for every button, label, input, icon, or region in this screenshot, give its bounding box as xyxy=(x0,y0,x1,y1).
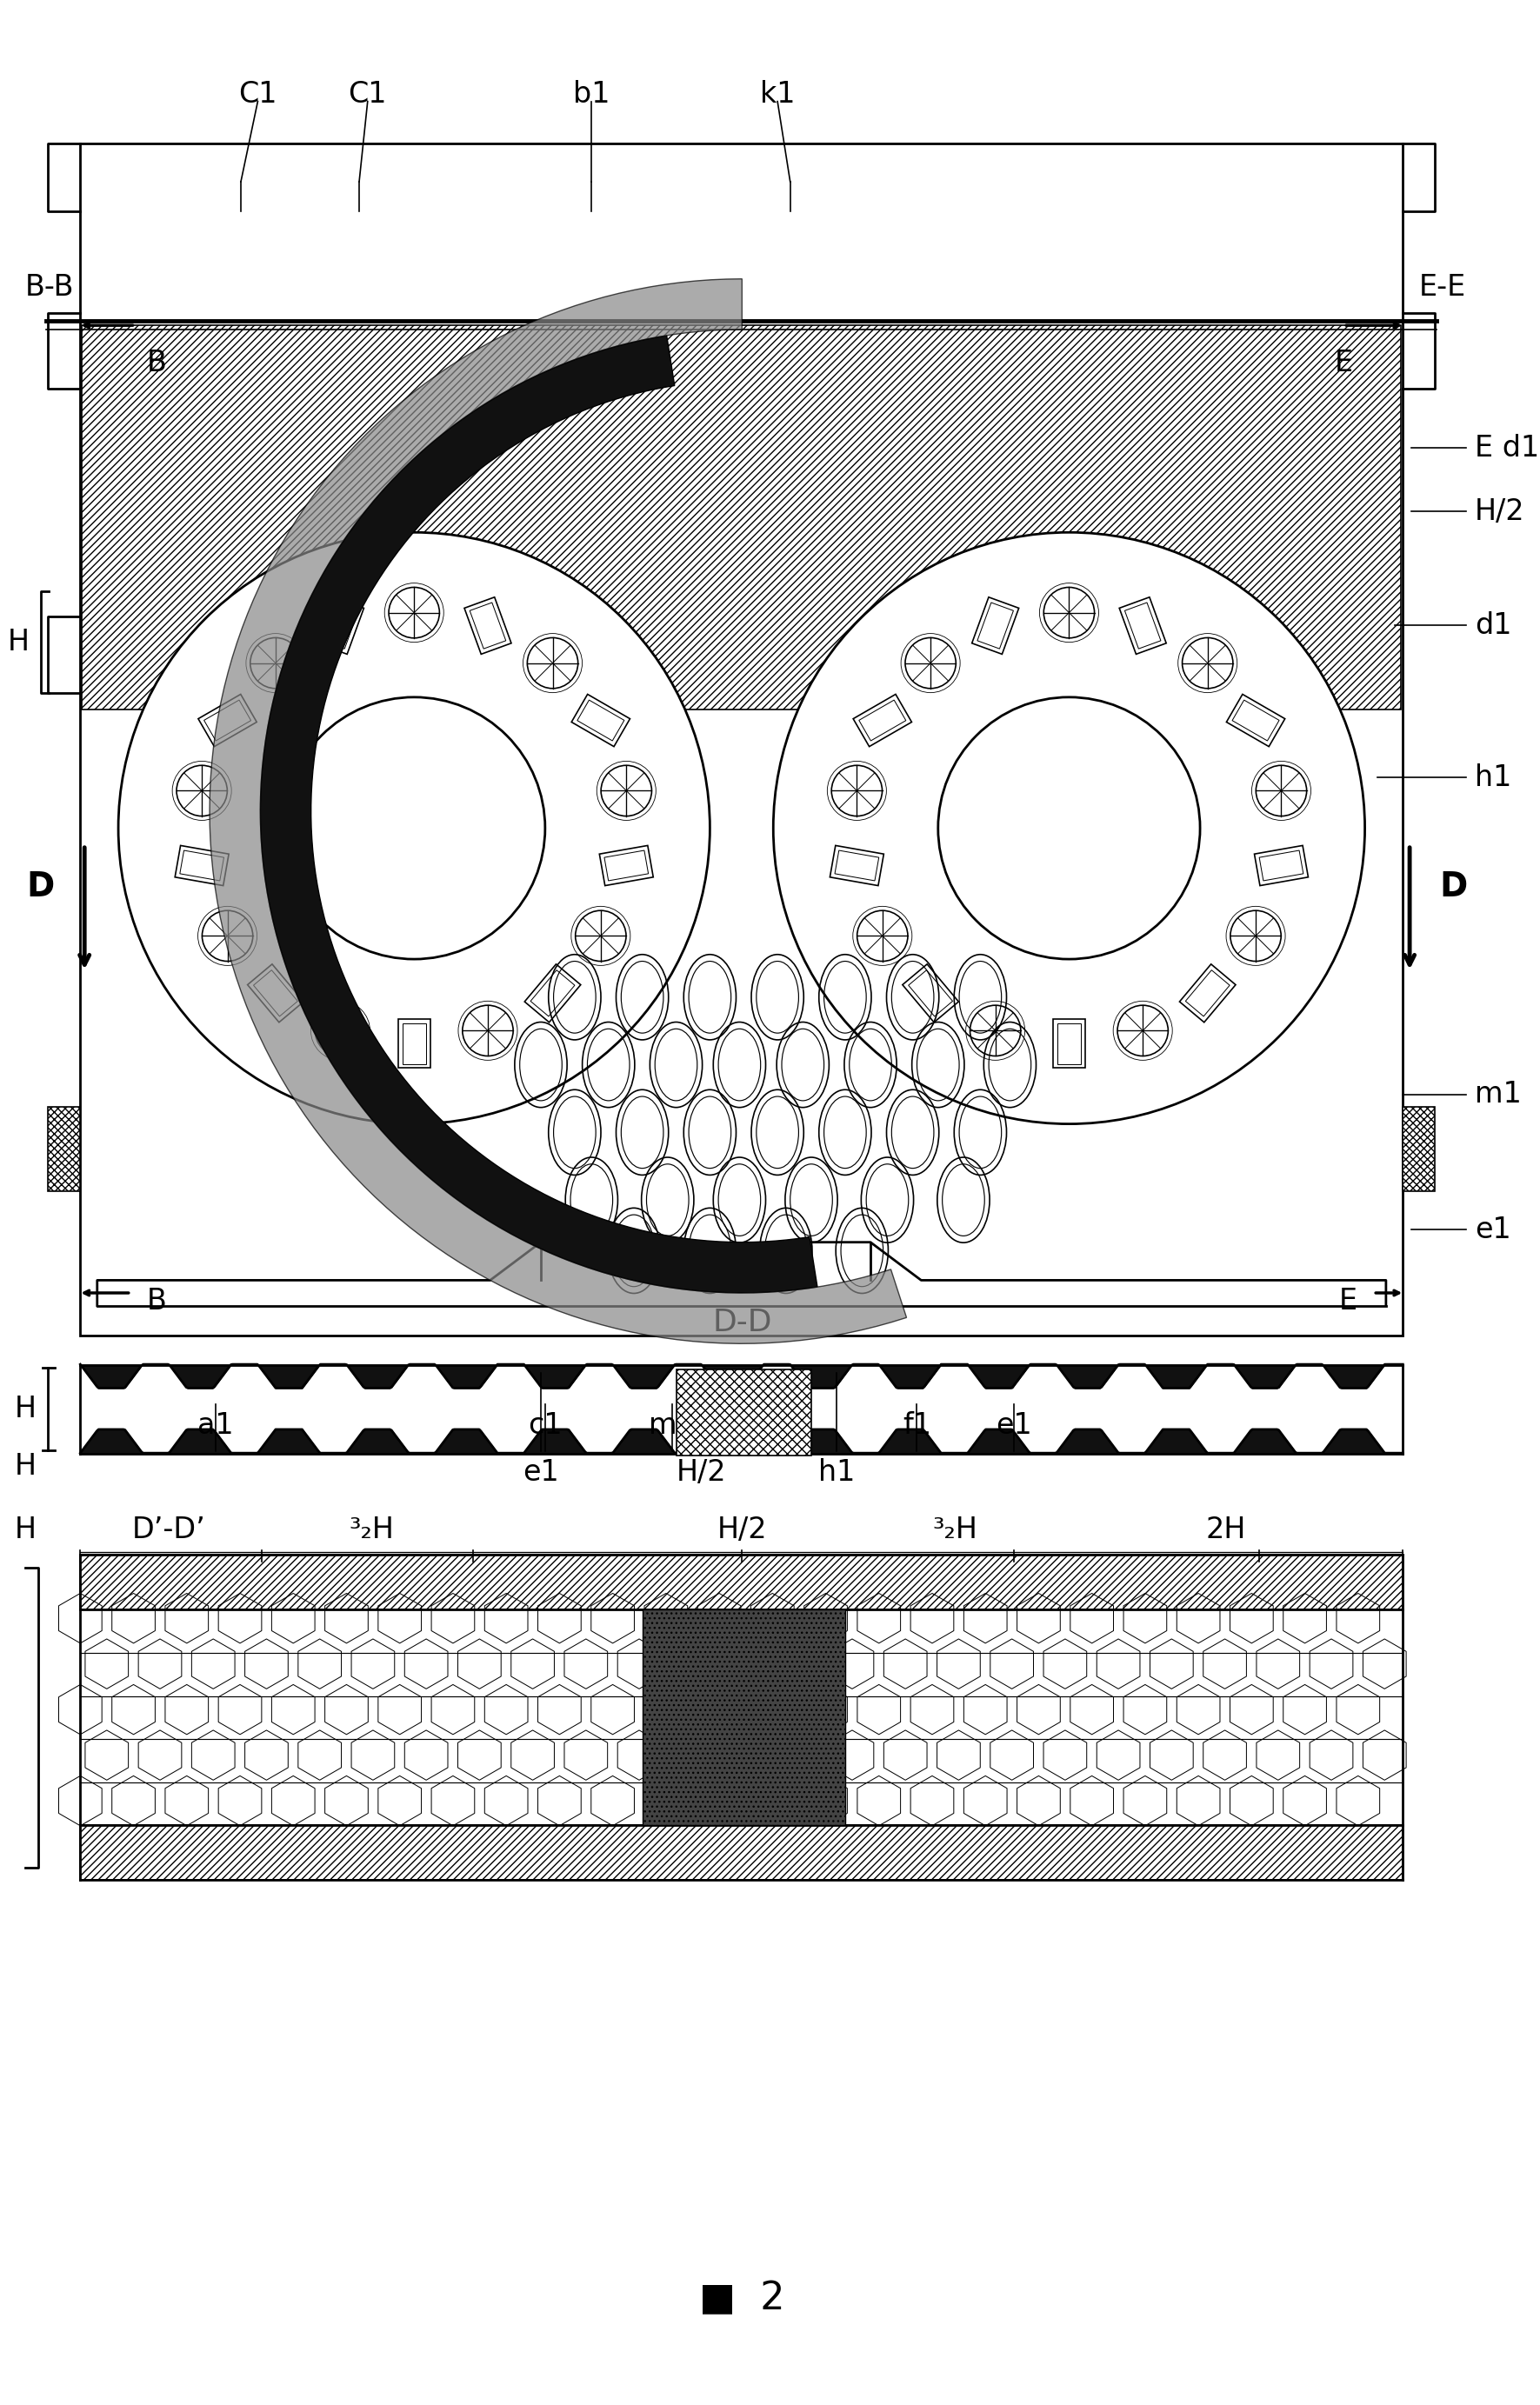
Text: H/2: H/2 xyxy=(718,1515,767,1544)
Text: e1: e1 xyxy=(1475,1215,1511,1243)
Text: D-D: D-D xyxy=(711,1308,772,1337)
Text: C1: C1 xyxy=(239,79,277,108)
Circle shape xyxy=(773,532,1364,1123)
Bar xyxy=(82,325,1401,709)
Text: E: E xyxy=(1335,349,1354,378)
Text: B: B xyxy=(146,349,166,378)
Text: C1: C1 xyxy=(348,79,387,108)
Text: m1: m1 xyxy=(1475,1080,1522,1109)
Text: ³₂H: ³₂H xyxy=(932,1515,978,1544)
Bar xyxy=(80,1825,1403,1881)
Text: D’-D’: D’-D’ xyxy=(132,1515,206,1544)
Circle shape xyxy=(119,532,710,1123)
Text: ³₂H: ³₂H xyxy=(350,1515,394,1544)
Text: ■  2: ■ 2 xyxy=(699,2280,785,2316)
Text: b1: b1 xyxy=(573,79,610,108)
Text: H: H xyxy=(14,1395,37,1424)
Text: 2H: 2H xyxy=(1206,1515,1246,1544)
Text: E-E: E-E xyxy=(1418,274,1466,301)
Text: B-B: B-B xyxy=(25,274,74,301)
Text: d1: d1 xyxy=(724,1412,761,1441)
Text: d1: d1 xyxy=(1475,611,1512,640)
Text: H/2: H/2 xyxy=(676,1457,727,1486)
Text: m1: m1 xyxy=(648,1412,695,1441)
Bar xyxy=(642,1609,845,1825)
Bar xyxy=(80,144,1403,1335)
Text: f1: f1 xyxy=(902,1412,932,1441)
Bar xyxy=(80,1556,1403,1609)
Circle shape xyxy=(283,697,545,960)
Text: B: B xyxy=(146,1287,166,1316)
Text: H: H xyxy=(14,1515,37,1544)
Text: c1: c1 xyxy=(528,1412,562,1441)
Text: H: H xyxy=(14,1453,37,1481)
Bar xyxy=(1403,1106,1435,1190)
Text: D: D xyxy=(1440,871,1468,904)
Text: H: H xyxy=(8,628,29,657)
Text: H/2: H/2 xyxy=(1475,498,1525,527)
Text: E: E xyxy=(1338,1287,1357,1316)
Bar xyxy=(48,1106,80,1190)
Text: e1: e1 xyxy=(522,1457,559,1486)
Text: e1: e1 xyxy=(996,1412,1032,1441)
Bar xyxy=(676,1371,812,1455)
Text: D: D xyxy=(26,871,54,904)
Polygon shape xyxy=(260,337,818,1294)
Text: k1: k1 xyxy=(759,79,795,108)
Text: h1: h1 xyxy=(1475,762,1512,791)
Text: E d1: E d1 xyxy=(1475,433,1540,462)
Text: a1: a1 xyxy=(197,1412,234,1441)
Circle shape xyxy=(938,697,1200,960)
Text: h1: h1 xyxy=(818,1457,855,1486)
Polygon shape xyxy=(209,279,907,1344)
